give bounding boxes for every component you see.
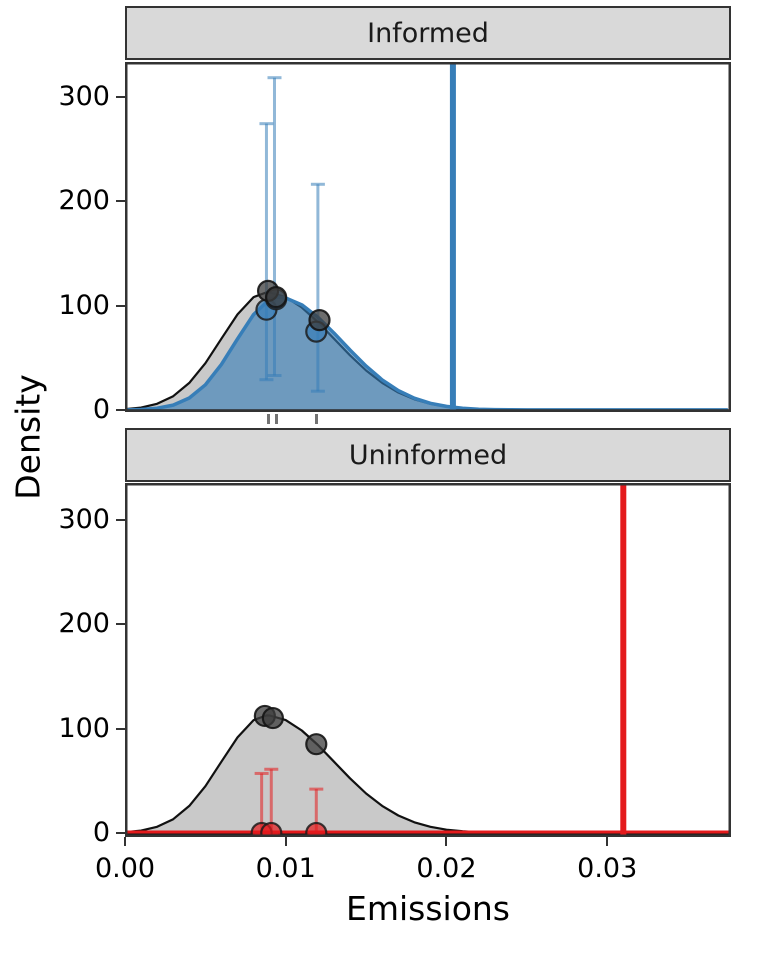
x-tick-label: 0.01 [255,853,316,884]
panel-uninformed [125,483,731,837]
x-tick-label: 0.02 [416,853,477,884]
y-tick-label: 0 [92,394,110,425]
density-value-point [305,733,328,756]
panel-border [125,483,731,837]
facet-strip-uninformed: Uninformed [125,428,731,482]
prior-density-area [125,715,728,833]
panel-border [125,62,731,412]
y-tick-label: 300 [58,80,110,112]
y-axis-tick [116,727,125,730]
facet-strip-label: Uninformed [348,439,508,471]
x-axis-tick [445,837,448,846]
model-estimate-point [305,821,328,837]
y-axis-tick [116,518,125,521]
x-axis-tick [606,837,609,846]
y-tick-label: 100 [58,712,110,744]
x-axis-tick [284,837,287,846]
x-axis-tick [124,837,126,846]
rug-mark [314,414,318,424]
credible-interval [259,122,274,382]
x-axis-title: Emissions [345,889,511,928]
rug-mark [266,414,270,424]
y-axis-tick [116,409,125,411]
credible-interval [310,182,325,393]
y-tick-label: 300 [58,503,110,535]
density-value-point [261,706,284,730]
y-tick-label: 100 [58,289,110,321]
panel-informed [125,62,731,412]
y-axis-tick [116,95,125,98]
facet-strip-informed: Informed [125,6,731,60]
y-axis-tick [116,304,125,307]
y-tick-label: 0 [92,817,110,848]
density-value-point [264,286,288,309]
y-axis-tick [116,832,125,834]
y-tick-label: 200 [58,608,110,639]
model-estimate-point [260,821,283,837]
y-tick-label: 200 [58,185,110,216]
rug-mark [274,414,278,424]
y-axis-tick [116,623,125,625]
density-value-point [308,309,331,332]
x-tick-label: 0.03 [577,853,638,884]
x-tick-label: 0.00 [94,853,156,884]
credible-interval [267,76,282,378]
facet-strip-label: Informed [367,17,489,49]
y-axis-tick [116,200,125,202]
